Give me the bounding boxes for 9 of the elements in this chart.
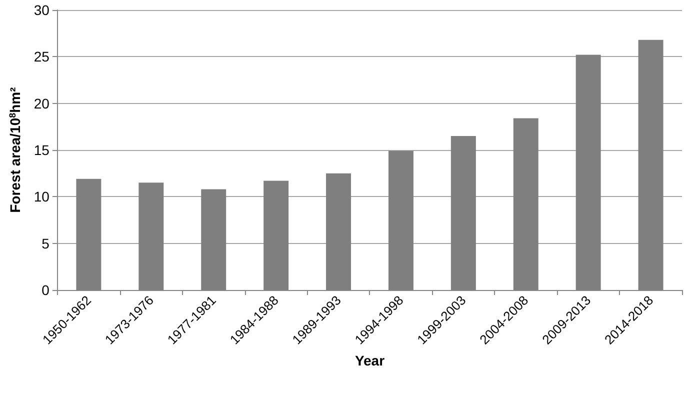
y-tick-label: 10 [34, 188, 50, 205]
y-tick-label: 30 [34, 2, 50, 18]
y-axis-title: Forest area/108hm² [7, 86, 23, 213]
x-axis-title: Year [354, 352, 386, 369]
y-tick-label: 0 [42, 282, 50, 298]
y-tick-label: 25 [34, 48, 50, 65]
y-tick-label: 20 [34, 95, 50, 112]
y-tick-label: 15 [34, 142, 50, 158]
y-tick-label: 5 [42, 235, 50, 252]
